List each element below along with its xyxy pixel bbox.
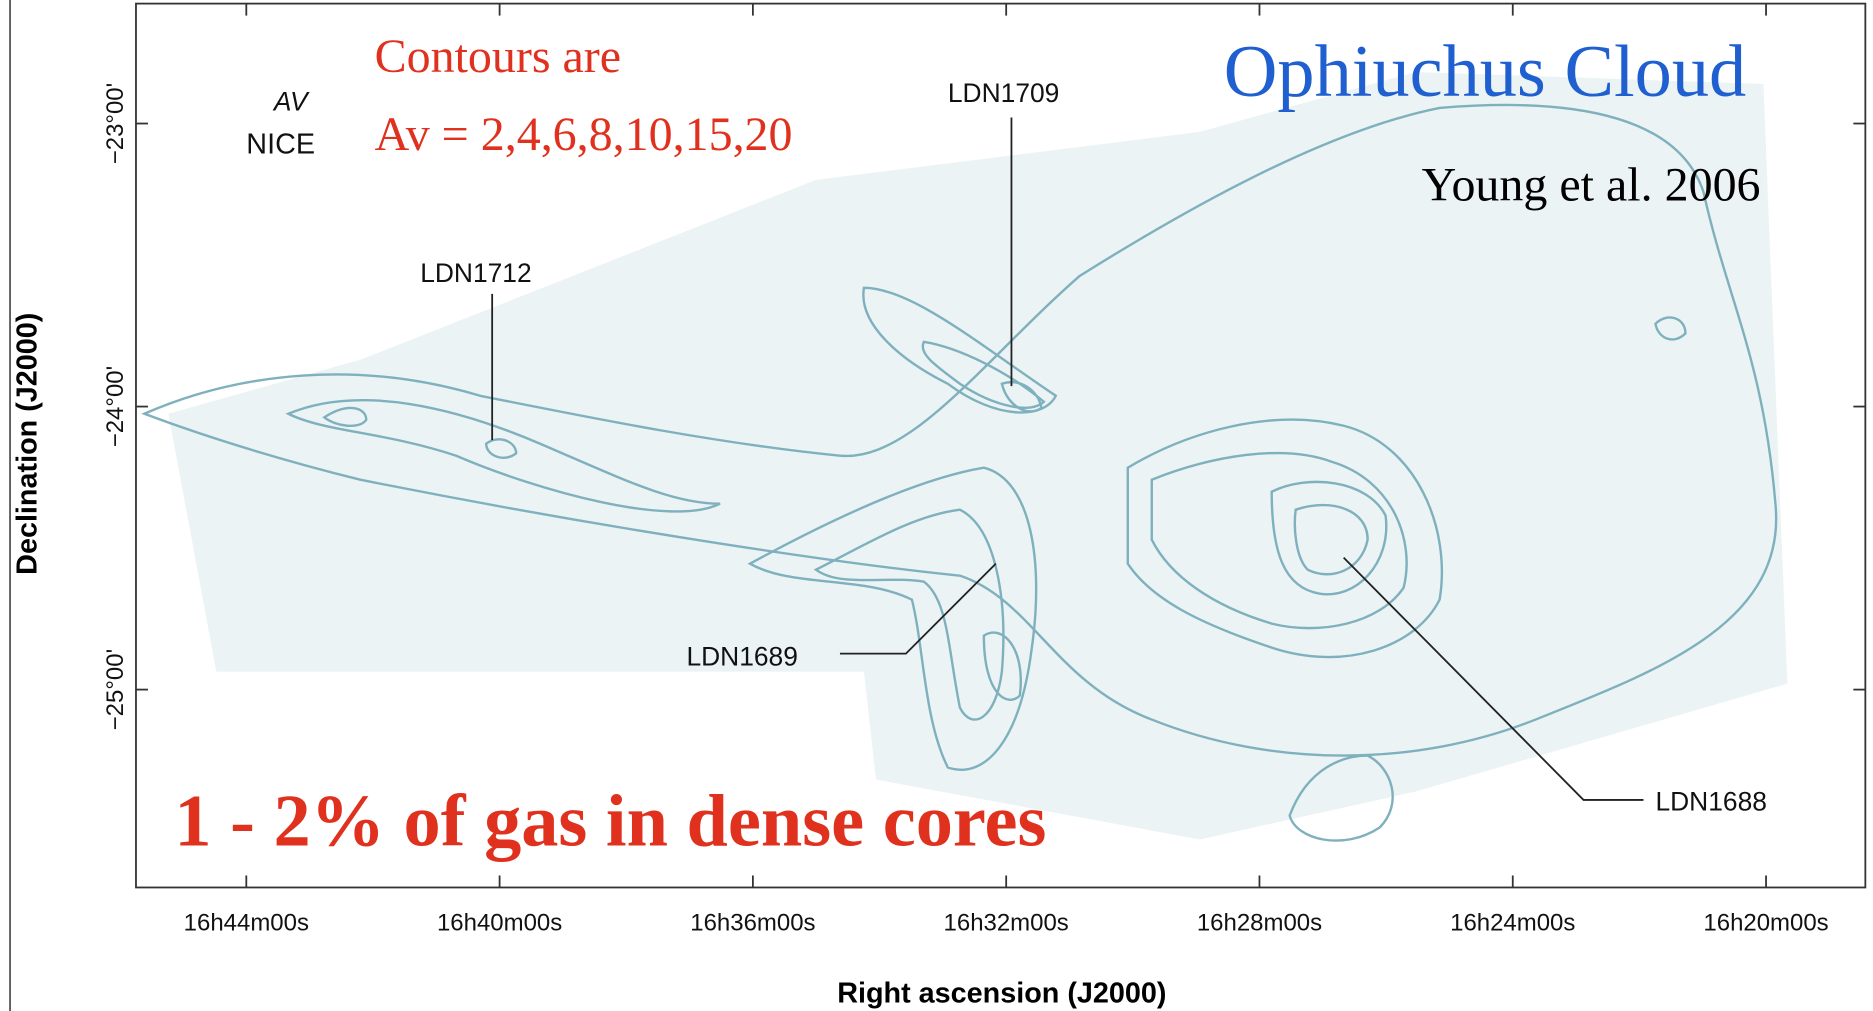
x-tick-label: 16h28m00s — [1197, 910, 1322, 937]
x-axis-label: Right ascension (J2000) — [837, 978, 1166, 1010]
region-label: LDN1712 — [420, 258, 531, 288]
y-axis-label: Declination (J2000) — [11, 313, 43, 575]
x-tick-label: 16h20m00s — [1703, 910, 1828, 937]
title: Ophiuchus Cloud — [1224, 31, 1746, 113]
contour-levels: Av = 2,4,6,8,10,15,20 — [375, 108, 793, 161]
region-label: LDN1688 — [1655, 787, 1766, 817]
y-tick-label: −24°00' — [102, 366, 129, 447]
region-label: LDN1689 — [686, 642, 797, 672]
headline: 1 - 2% of gas in dense cores — [174, 780, 1046, 862]
x-tick-label: 16h24m00s — [1450, 910, 1575, 937]
x-tick-label: 16h40m00s — [437, 910, 562, 937]
figure: 16h44m00s 16h40m00s 16h36m00s 16h32m00s 16h2… — [0, 0, 1873, 1011]
credit: Young et al. 2006 — [1422, 158, 1761, 211]
map-label: AV — [272, 86, 310, 116]
region-label: LDN1709 — [948, 78, 1059, 108]
x-tick-label: 16h44m00s — [184, 910, 309, 937]
x-tick-label: 16h32m00s — [944, 910, 1069, 937]
map-label: NICE — [246, 129, 315, 161]
y-tick-label: −23°00' — [102, 83, 129, 164]
x-tick-label: 16h36m00s — [690, 910, 815, 937]
y-tick-label: −25°00' — [102, 649, 129, 730]
contour-note: Contours are — [375, 30, 621, 83]
